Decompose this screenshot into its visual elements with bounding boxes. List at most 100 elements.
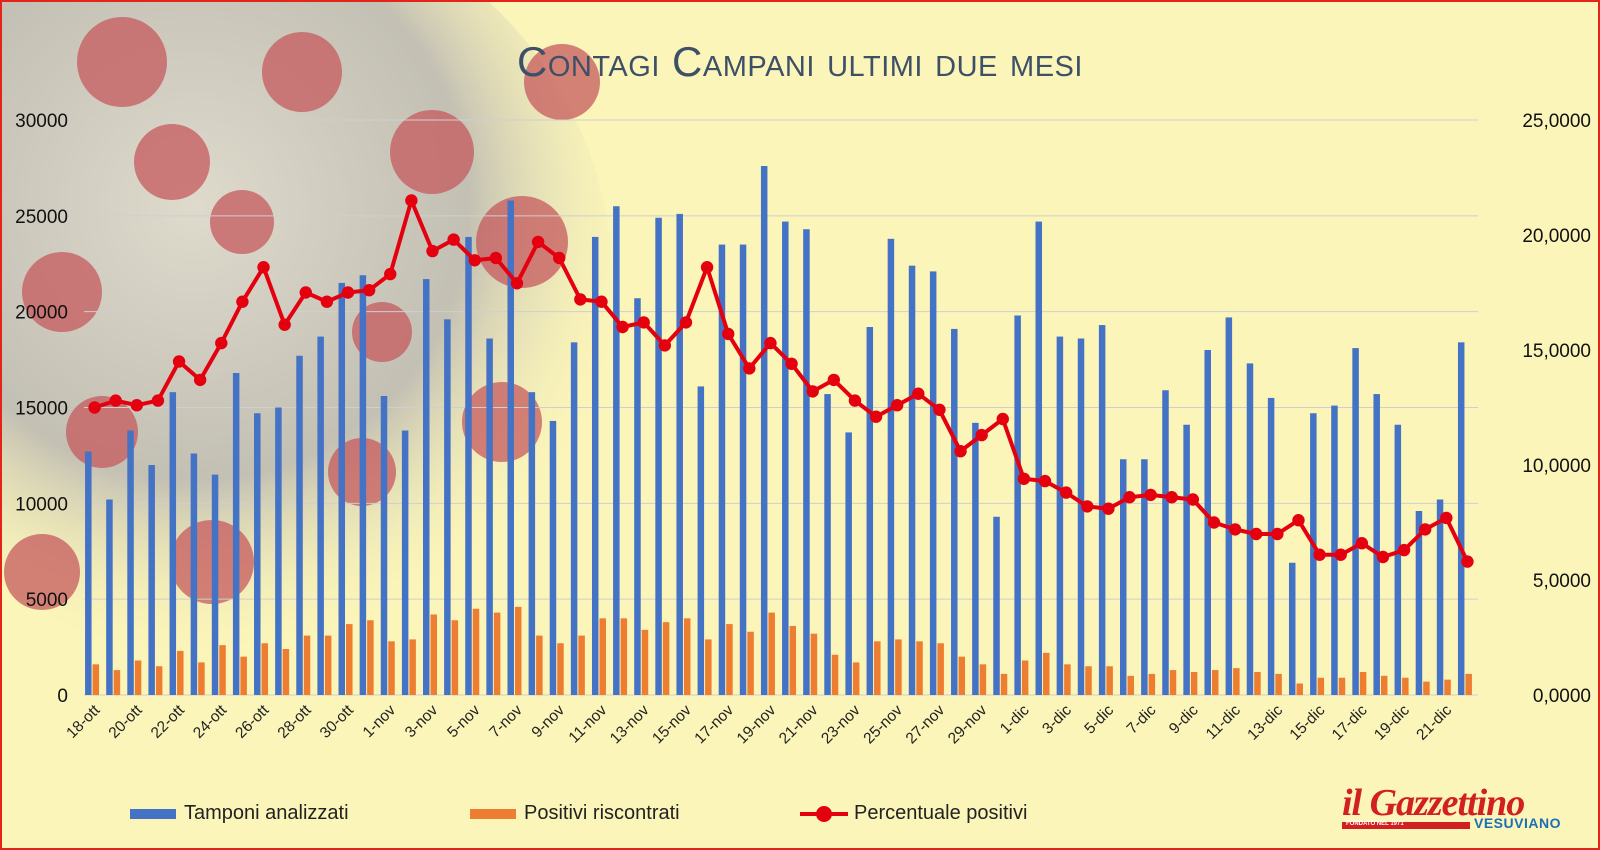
percentuale-point [510, 277, 524, 290]
positivi-bar [1380, 675, 1388, 695]
x-tick-label: 22-ott [148, 701, 189, 742]
logo-bar [1342, 822, 1470, 829]
legend-label-positivi: Positivi riscontrati [524, 802, 680, 824]
tamponi-bar [1204, 350, 1211, 695]
percentuale-point [933, 403, 946, 416]
positivi-bar [895, 639, 902, 695]
percentuale-point [489, 251, 503, 265]
percentuale-point [109, 394, 122, 407]
tamponi-bar [1267, 397, 1275, 695]
tamponi-bar [1162, 390, 1169, 695]
percentuale-point [1397, 543, 1411, 557]
tamponi-bar [1415, 511, 1423, 695]
positivi-bar [1211, 670, 1219, 695]
percentuale-point [278, 318, 291, 331]
positivi-bar [177, 650, 184, 695]
tamponi-bar [1436, 499, 1444, 695]
percentuale-point [1144, 488, 1157, 502]
tamponi-bar [1014, 315, 1021, 695]
positivi-bar [768, 612, 775, 695]
tamponi-bar [887, 238, 895, 696]
tamponi-bar [296, 355, 303, 695]
positivi-bar [1000, 673, 1008, 695]
tamponi-bar [338, 282, 346, 695]
x-tick-label: 27-nov [903, 702, 949, 748]
percentuale-point [616, 320, 629, 334]
percentuale-point [996, 412, 1009, 426]
percentuale-point [341, 286, 355, 299]
tamponi-bar [972, 422, 979, 695]
tamponi-bar [148, 465, 155, 695]
left-tick-label: 0 [57, 686, 68, 707]
chart-title: Contagi Campani ultimi due mesi [517, 38, 1083, 85]
positivi-bar [219, 645, 226, 695]
legend-swatch-positivi [470, 808, 516, 819]
percentuale-point [721, 327, 735, 341]
x-tick-label: 21-nov [776, 702, 822, 748]
legend-item-percentuale: Percentuale positivi [800, 802, 1027, 825]
x-tick-label: 26-ott [232, 701, 273, 742]
positivi-bar [852, 662, 860, 695]
tamponi-bar [1077, 338, 1085, 695]
tamponi-bar [1457, 342, 1465, 695]
x-tick-label: 5-dic [1081, 702, 1117, 738]
positivi-bar [1296, 683, 1303, 695]
legend-swatch-percentuale [800, 803, 848, 825]
positivi-bar [240, 656, 247, 695]
tamponi-bar [634, 298, 641, 695]
x-tick-label: 19-nov [734, 702, 780, 748]
logo-edition: VESUVIANO [1474, 815, 1561, 831]
tamponi-bar [1098, 325, 1106, 695]
tamponi-bar [866, 327, 874, 695]
percentuale-point [1355, 537, 1369, 550]
positivi-bar [113, 670, 121, 695]
left-tick-label: 30000 [15, 111, 68, 132]
tamponi-bar [845, 432, 852, 695]
x-tick-label: 3-nov [402, 702, 442, 742]
tamponi-bar [211, 474, 219, 695]
x-tick-label: 23-nov [818, 702, 864, 748]
percentuale-line [88, 194, 1474, 568]
x-tick-label: 24-ott [190, 701, 231, 742]
legend-item-positivi: Positivi riscontrati [470, 802, 680, 825]
x-tick-label: 28-ott [275, 701, 316, 742]
positivi-bar [367, 620, 374, 695]
positivi-bar [1423, 681, 1430, 695]
positivi-bar [726, 624, 733, 695]
x-axis-ticks: 18-ott 20-ott 22-ott 24-ott 26-ott 28-ott 30-o… [63, 701, 1455, 747]
tamponi-bar [465, 236, 472, 695]
tamponi-bar [444, 319, 451, 695]
tamponi-bar [423, 279, 430, 695]
percentuale-point [1334, 548, 1347, 561]
tamponi-bar [1225, 317, 1233, 695]
logo-founded: FONDATO NEL 1971 [1346, 821, 1404, 827]
x-tick-label: 7-nov [486, 702, 526, 742]
percentuale-point [954, 445, 967, 458]
percentuale-point [447, 233, 460, 246]
x-tick-label: 1-nov [360, 702, 400, 742]
tamponi-bar [739, 244, 747, 696]
x-tick-label: 19-dic [1371, 702, 1413, 744]
positivi-bar [1444, 679, 1451, 695]
positivi-bar [705, 639, 712, 695]
percentuale-point [215, 336, 228, 350]
percentuale-point [130, 399, 144, 412]
percentuale-point [1418, 523, 1432, 536]
percentuale-point [637, 316, 650, 329]
positivi-bar [557, 643, 564, 695]
tamponi-bar [1373, 394, 1380, 695]
x-tick-label: 17-dic [1329, 702, 1371, 744]
positivi-bar [1064, 664, 1071, 695]
gridlines [84, 119, 1478, 696]
right-axis-ticks: 0,0000 5,0000 10,0000 15,0000 20,0000 25,0000 [1522, 111, 1591, 707]
x-tick-label: 13-nov [607, 702, 653, 748]
positivi-bar [1254, 672, 1261, 695]
percentuale-point [362, 284, 376, 297]
positivi-bars [92, 606, 1472, 695]
tamponi-bar [106, 499, 113, 695]
right-tick-label: 5,0000 [1533, 571, 1591, 592]
positivi-bar [1085, 666, 1092, 695]
positivi-bar [874, 641, 881, 695]
